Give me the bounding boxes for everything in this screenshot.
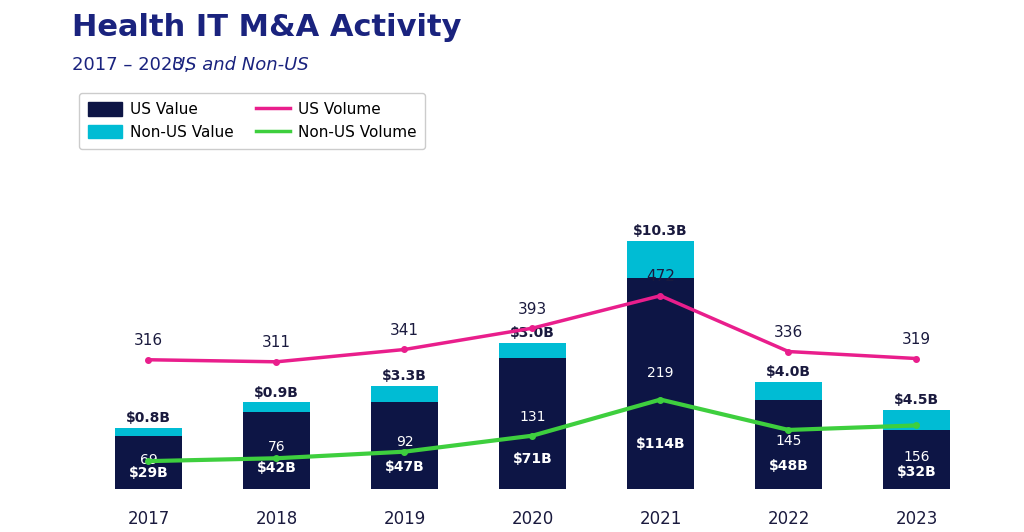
Text: $32B: $32B (897, 465, 936, 479)
Text: $48B: $48B (769, 460, 808, 473)
Text: $3.0B: $3.0B (510, 326, 555, 340)
Text: $42B: $42B (257, 461, 296, 476)
Text: 92: 92 (395, 435, 414, 448)
Text: $10.3B: $10.3B (633, 225, 688, 238)
Text: 319: 319 (902, 332, 931, 347)
Bar (500, 358, 565, 489)
Bar (244, 402, 309, 412)
Text: $4.0B: $4.0B (766, 365, 811, 379)
Bar (371, 386, 438, 402)
Bar (500, 343, 565, 358)
Text: 69: 69 (139, 453, 158, 467)
Text: 393: 393 (518, 302, 547, 317)
Text: $0.9B: $0.9B (254, 386, 299, 400)
Bar (756, 382, 821, 401)
Text: 2021: 2021 (639, 510, 682, 528)
Text: 316: 316 (134, 333, 163, 348)
Text: $29B: $29B (129, 466, 168, 480)
Text: 2022: 2022 (767, 510, 810, 528)
Text: 2020: 2020 (511, 510, 554, 528)
Text: 472: 472 (646, 269, 675, 284)
Bar (627, 241, 694, 278)
Text: 156: 156 (903, 450, 930, 464)
Bar (883, 410, 950, 430)
Text: 311: 311 (262, 335, 291, 350)
Text: $71B: $71B (513, 452, 552, 466)
Text: 2018: 2018 (255, 510, 298, 528)
Text: US and Non-US: US and Non-US (172, 56, 308, 74)
Bar (115, 428, 182, 436)
Bar (244, 412, 309, 489)
Text: $47B: $47B (385, 460, 424, 474)
Text: Health IT M&A Activity: Health IT M&A Activity (72, 13, 461, 43)
Text: $114B: $114B (636, 437, 685, 452)
Text: 341: 341 (390, 323, 419, 338)
Text: 2017: 2017 (127, 510, 170, 528)
Text: 2017 – 2023,: 2017 – 2023, (72, 56, 195, 74)
Text: 336: 336 (774, 325, 803, 340)
Text: 2019: 2019 (383, 510, 426, 528)
Text: $0.8B: $0.8B (126, 411, 171, 426)
Text: $4.5B: $4.5B (894, 393, 939, 407)
Text: 219: 219 (647, 366, 674, 380)
Bar (115, 436, 182, 489)
Text: $3.3B: $3.3B (382, 369, 427, 383)
Bar (627, 278, 694, 489)
Bar (371, 402, 438, 489)
Legend: US Value, Non-US Value, US Volume, Non-US Volume: US Value, Non-US Value, US Volume, Non-U… (79, 93, 425, 149)
Text: 2023: 2023 (895, 510, 938, 528)
Text: 76: 76 (267, 439, 286, 454)
Bar (756, 401, 821, 489)
Text: 145: 145 (775, 434, 802, 447)
Bar (883, 430, 950, 489)
Text: 131: 131 (519, 410, 546, 424)
